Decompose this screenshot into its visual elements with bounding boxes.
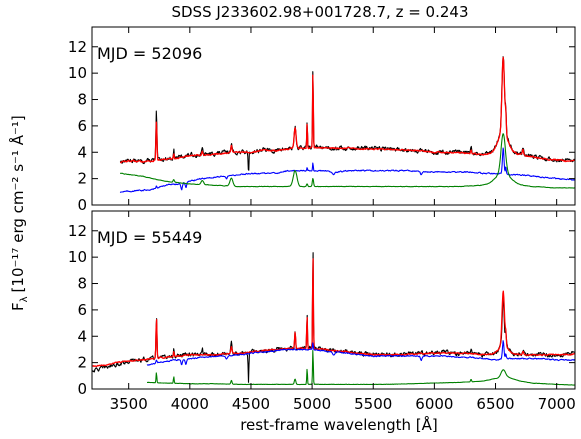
x-tick-label: 5000 xyxy=(293,395,331,413)
x-tick-label: 6000 xyxy=(415,395,453,413)
panel-top: MJD = 52096 0 2 4 6 8 10 12 xyxy=(68,26,576,214)
y-tick-label: 2 xyxy=(77,170,87,188)
x-tick-label: 6500 xyxy=(476,395,514,413)
y-tick-label: 0 xyxy=(77,196,87,214)
x-tick-label: 7000 xyxy=(538,395,576,413)
plot-frame xyxy=(91,26,576,206)
panel-top-axes: 0 2 4 6 8 10 12 xyxy=(68,26,576,214)
y-tick-label: 6 xyxy=(77,301,87,319)
x-tick-label: 4500 xyxy=(232,395,270,413)
spectrum-line xyxy=(119,133,576,189)
spectrum-line xyxy=(119,56,576,164)
y-tick-label: 12 xyxy=(68,222,87,240)
x-tick-label: 5500 xyxy=(354,395,392,413)
x-axis-label: rest-frame wavelength [Å] xyxy=(240,415,438,434)
y-tick-label: 2 xyxy=(77,354,87,372)
x-tick-label: 4000 xyxy=(171,395,209,413)
y-tick-label: 4 xyxy=(77,327,87,345)
y-tick-label: 10 xyxy=(68,64,87,82)
panel-bottom-mjd-label: MJD = 55449 xyxy=(97,228,202,247)
y-axis-label-units: [10⁻¹⁷ erg cm⁻² s⁻¹ Å⁻¹] xyxy=(8,115,27,292)
y-tick-label: 8 xyxy=(77,275,87,293)
figure-title: SDSS J233602.98+001728.7, z = 0.243 xyxy=(171,3,468,21)
spectrum-line xyxy=(91,258,576,368)
spectrum-line xyxy=(119,147,576,193)
y-axis-label-symbol: F xyxy=(9,302,27,311)
y-tick-label: 4 xyxy=(77,143,87,161)
plot-frame xyxy=(91,210,576,390)
x-tick-label: 3500 xyxy=(110,395,148,413)
panel-bottom-axes: 0 2 4 6 8 10 12 xyxy=(68,210,576,398)
spectrum-line xyxy=(146,340,576,366)
y-tick-label: 6 xyxy=(77,117,87,135)
y-tick-label: 0 xyxy=(77,380,87,398)
y-axis-label-subscript: λ xyxy=(19,296,30,302)
panel-top-mjd-label: MJD = 52096 xyxy=(97,44,202,63)
spectrum-line xyxy=(119,56,576,171)
spectrum-line xyxy=(146,350,576,386)
panel-top-spectra xyxy=(119,56,576,193)
y-tick-label: 10 xyxy=(68,248,87,266)
panel-bottom: MJD = 55449 0 2 4 6 8 10 12 xyxy=(68,210,576,398)
y-axis-label: Fλ [10⁻¹⁷ erg cm⁻² s⁻¹ Å⁻¹] xyxy=(8,115,30,311)
y-tick-label: 8 xyxy=(77,91,87,109)
y-tick-label: 12 xyxy=(68,38,87,56)
panel-bottom-spectra xyxy=(91,252,576,386)
x-tick-labels: 3500 4000 4500 5000 5500 6000 6500 7000 xyxy=(110,395,576,413)
